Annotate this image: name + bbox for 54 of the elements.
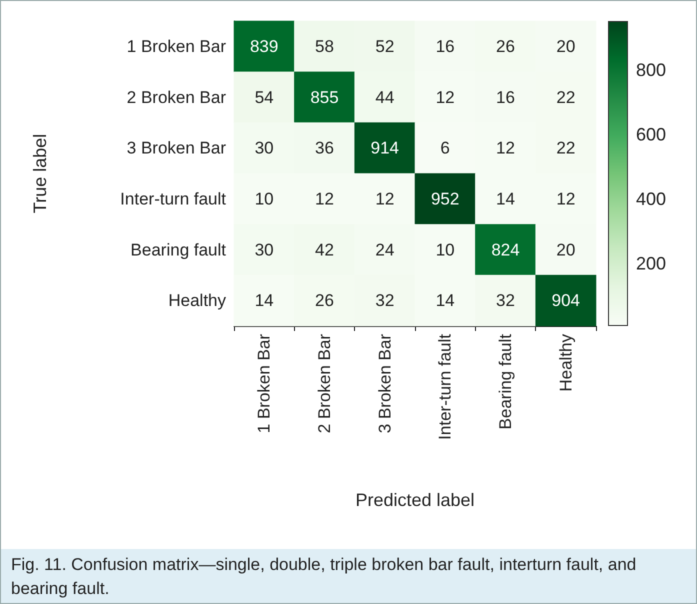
y-tick-label: 3 Broken Bar: [126, 138, 226, 158]
data-label: 30: [254, 138, 274, 158]
caption: Fig. 11. Confusion matrix—single, double, triple broken bar fault, interturn fault, and bearing fault.: [1, 549, 696, 603]
data-label: 54: [254, 88, 274, 107]
data-label: 855: [310, 88, 339, 107]
data-label: 16: [436, 36, 455, 56]
y-tick-label: Healthy: [168, 291, 226, 310]
y-tick-label: 1 Broken Bar: [126, 36, 226, 56]
data-label: 24: [375, 240, 394, 260]
y-tick-label: Inter-turn fault: [120, 189, 226, 208]
data-label: 22: [556, 138, 576, 158]
data-label: 58: [315, 36, 334, 56]
data-label: 952: [430, 189, 460, 208]
x-tick-label: Inter-turn fault: [436, 334, 455, 440]
data-label: 12: [496, 138, 515, 158]
data-label: 32: [496, 291, 515, 310]
data-label: 10: [436, 240, 455, 260]
data-label: 12: [556, 189, 576, 208]
color-bar-label: 200: [636, 253, 666, 274]
data-label: 12: [315, 189, 334, 208]
data-label: 904: [552, 291, 580, 310]
data-label: 42: [315, 240, 334, 260]
color-bar-label: 400: [636, 188, 666, 209]
data-label: 12: [436, 88, 455, 107]
data-label: 839: [250, 36, 278, 56]
x-tick-label: Bearing fault: [496, 334, 515, 430]
data-label: 14: [254, 291, 274, 310]
data-label: 22: [556, 88, 576, 107]
data-label: 914: [370, 138, 400, 158]
x-tick-label: 2 Broken Bar: [315, 334, 334, 434]
data-label: 14: [496, 189, 515, 208]
data-label: 20: [556, 36, 576, 56]
color-bar-label: 600: [636, 124, 666, 144]
data-label: 14: [436, 291, 455, 310]
data-label: 30: [254, 240, 274, 260]
y-axis-title: True label: [30, 134, 50, 214]
data-label: 10: [254, 189, 274, 208]
data-label: 36: [315, 138, 334, 158]
data-label: 824: [491, 240, 520, 260]
data-label: 20: [556, 240, 576, 260]
data-label: 16: [496, 88, 515, 107]
data-label: 44: [375, 88, 394, 107]
data-label: 26: [496, 36, 515, 56]
data-label: 12: [375, 189, 394, 208]
x-tick-label: 3 Broken Bar: [375, 334, 394, 434]
data-label: 26: [315, 291, 334, 310]
y-tick-label: Bearing fault: [130, 240, 226, 260]
data-label: 6: [440, 138, 450, 158]
x-axis-title: Predicted label: [355, 490, 475, 510]
color-bar-label: 800: [636, 60, 666, 80]
data-label: 52: [375, 36, 394, 56]
y-tick-label: 2 Broken Bar: [126, 88, 226, 107]
data-label: 32: [375, 291, 394, 310]
x-tick-label: Healthy: [556, 334, 576, 392]
